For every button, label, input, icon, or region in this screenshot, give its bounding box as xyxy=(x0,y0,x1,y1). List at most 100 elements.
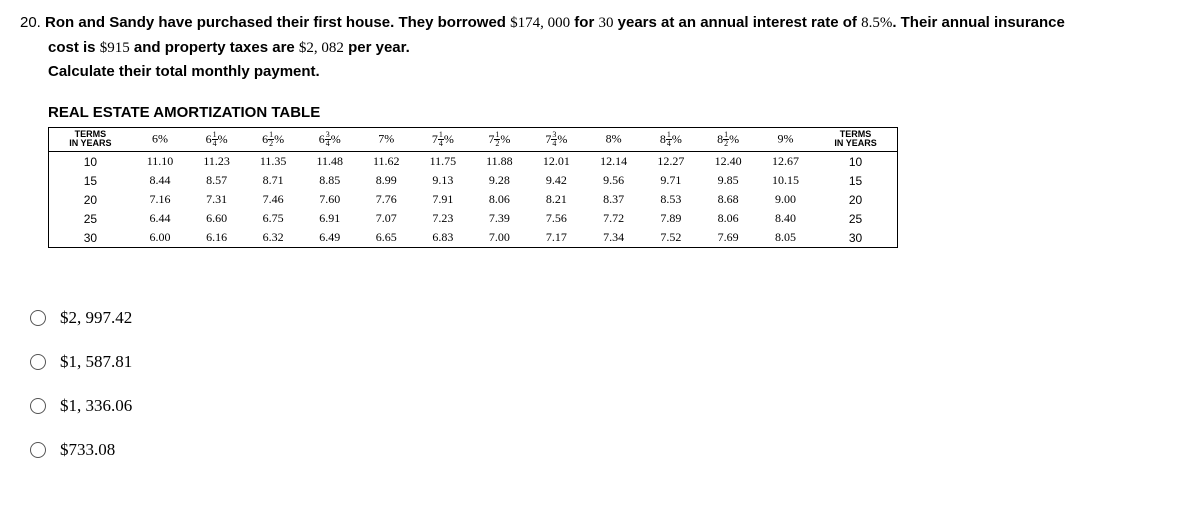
rate-header: 612% xyxy=(245,127,302,152)
radio-icon xyxy=(30,354,46,370)
value-cell: 6.49 xyxy=(301,228,358,248)
choice-label: $1, 587.81 xyxy=(60,352,132,372)
q2-a: cost is xyxy=(48,39,100,56)
value-cell: 8.44 xyxy=(132,171,189,190)
q2-b: and property taxes are xyxy=(130,39,299,56)
value-cell: 7.60 xyxy=(301,190,358,209)
value-cell: 6.32 xyxy=(245,228,302,248)
rate-header: 634% xyxy=(301,127,358,152)
value-cell: 8.40 xyxy=(757,209,814,228)
rate-header: 734% xyxy=(528,127,585,152)
value-cell: 7.17 xyxy=(528,228,585,248)
term-cell: 15 xyxy=(814,171,897,190)
q1-bold-d: . Their annual insurance xyxy=(892,14,1065,31)
rate-header: 7% xyxy=(358,127,415,152)
question-line-1: 20. Ron and Sandy have purchased their f… xyxy=(20,12,1180,35)
rate-header: 6% xyxy=(132,127,189,152)
choice-label: $2, 997.42 xyxy=(60,308,132,328)
value-cell: 11.62 xyxy=(358,152,415,172)
amort-header-row: TERMSIN YEARS6%614%612%634%7%714%712%734… xyxy=(49,127,898,152)
question-number: 20. xyxy=(20,14,41,31)
q3: Calculate their total monthly payment. xyxy=(48,63,320,80)
rate-header: 8% xyxy=(585,127,642,152)
value-cell: 7.46 xyxy=(245,190,302,209)
value-cell: 8.37 xyxy=(585,190,642,209)
value-cell: 11.88 xyxy=(471,152,528,172)
value-cell: 6.75 xyxy=(245,209,302,228)
value-cell: 7.07 xyxy=(358,209,415,228)
value-cell: 11.48 xyxy=(301,152,358,172)
q2-taxes: $2, 082 xyxy=(299,40,344,56)
choice-a[interactable]: $2, 997.42 xyxy=(30,308,1180,328)
q1-amount: $174, 000 xyxy=(510,15,570,31)
q2-c: per year. xyxy=(344,39,410,56)
value-cell: 7.23 xyxy=(415,209,472,228)
radio-icon xyxy=(30,398,46,414)
terms-header: TERMSIN YEARS xyxy=(814,127,897,152)
value-cell: 11.23 xyxy=(188,152,245,172)
q1-rate: 8.5% xyxy=(861,15,892,31)
question-line-2: cost is $915 and property taxes are $2, … xyxy=(20,37,1180,60)
choice-label: $733.08 xyxy=(60,440,115,460)
term-cell: 15 xyxy=(49,171,132,190)
value-cell: 7.34 xyxy=(585,228,642,248)
value-cell: 9.56 xyxy=(585,171,642,190)
term-cell: 30 xyxy=(814,228,897,248)
value-cell: 12.27 xyxy=(642,152,699,172)
value-cell: 8.57 xyxy=(188,171,245,190)
value-cell: 9.28 xyxy=(471,171,528,190)
value-cell: 8.21 xyxy=(528,190,585,209)
q2-insurance: $915 xyxy=(100,40,130,56)
table-row: 256.446.606.756.917.077.237.397.567.727.… xyxy=(49,209,898,228)
value-cell: 9.00 xyxy=(757,190,814,209)
rate-header: 814% xyxy=(642,127,699,152)
value-cell: 8.68 xyxy=(700,190,757,209)
value-cell: 8.05 xyxy=(757,228,814,248)
term-cell: 25 xyxy=(49,209,132,228)
radio-icon xyxy=(30,442,46,458)
choice-c[interactable]: $1, 336.06 xyxy=(30,396,1180,416)
rate-header: 614% xyxy=(188,127,245,152)
value-cell: 9.13 xyxy=(415,171,472,190)
value-cell: 6.00 xyxy=(132,228,189,248)
term-cell: 20 xyxy=(49,190,132,209)
value-cell: 7.56 xyxy=(528,209,585,228)
value-cell: 7.91 xyxy=(415,190,472,209)
value-cell: 8.53 xyxy=(642,190,699,209)
value-cell: 8.99 xyxy=(358,171,415,190)
amort-table: TERMSIN YEARS6%614%612%634%7%714%712%734… xyxy=(48,127,898,249)
table-row: 207.167.317.467.607.767.918.068.218.378.… xyxy=(49,190,898,209)
value-cell: 11.10 xyxy=(132,152,189,172)
value-cell: 7.52 xyxy=(642,228,699,248)
value-cell: 7.16 xyxy=(132,190,189,209)
value-cell: 7.76 xyxy=(358,190,415,209)
choice-d[interactable]: $733.08 xyxy=(30,440,1180,460)
radio-icon xyxy=(30,310,46,326)
term-cell: 20 xyxy=(814,190,897,209)
value-cell: 7.89 xyxy=(642,209,699,228)
value-cell: 9.85 xyxy=(700,171,757,190)
question-block: 20. Ron and Sandy have purchased their f… xyxy=(20,12,1180,248)
amort-body: 1011.1011.2311.3511.4811.6211.7511.8812.… xyxy=(49,152,898,248)
value-cell: 9.42 xyxy=(528,171,585,190)
value-cell: 7.72 xyxy=(585,209,642,228)
term-cell: 25 xyxy=(814,209,897,228)
choice-b[interactable]: $1, 587.81 xyxy=(30,352,1180,372)
value-cell: 8.06 xyxy=(471,190,528,209)
value-cell: 12.01 xyxy=(528,152,585,172)
question-line-3: Calculate their total monthly payment. xyxy=(20,61,1180,84)
value-cell: 7.39 xyxy=(471,209,528,228)
term-cell: 10 xyxy=(814,152,897,172)
value-cell: 11.75 xyxy=(415,152,472,172)
q1-bold-c: years at an annual interest rate of xyxy=(613,14,861,31)
choice-label: $1, 336.06 xyxy=(60,396,132,416)
value-cell: 7.00 xyxy=(471,228,528,248)
value-cell: 11.35 xyxy=(245,152,302,172)
value-cell: 6.16 xyxy=(188,228,245,248)
value-cell: 6.65 xyxy=(358,228,415,248)
q1-years: 30 xyxy=(598,15,613,31)
value-cell: 12.14 xyxy=(585,152,642,172)
q1-bold-b: for xyxy=(570,14,598,31)
table-row: 1011.1011.2311.3511.4811.6211.7511.8812.… xyxy=(49,152,898,172)
value-cell: 10.15 xyxy=(757,171,814,190)
